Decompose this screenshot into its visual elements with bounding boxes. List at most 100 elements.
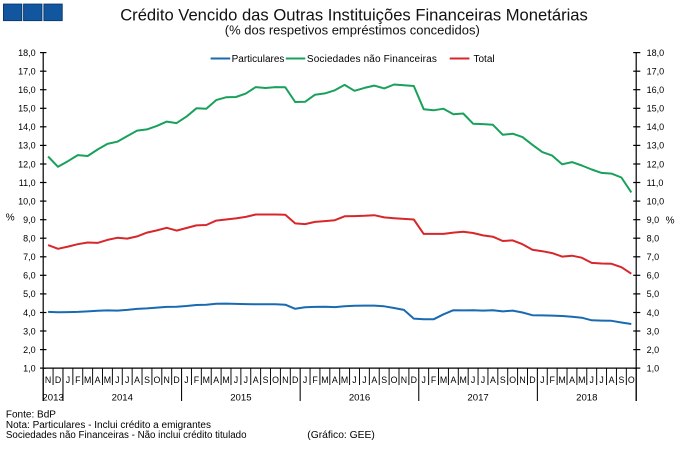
svg-text:F: F <box>431 375 437 385</box>
svg-text:J: J <box>481 375 485 385</box>
svg-text:4,0: 4,0 <box>647 308 660 318</box>
svg-text:F: F <box>75 375 81 385</box>
svg-text:S: S <box>381 375 387 385</box>
svg-text:J: J <box>184 375 188 385</box>
svg-text:Nota: Particulares - Inclui cr: Nota: Particulares - Inclui crédito a em… <box>6 420 211 431</box>
svg-text:10,0: 10,0 <box>647 196 665 206</box>
svg-text:A: A <box>450 375 456 385</box>
svg-text:16,0: 16,0 <box>18 85 36 95</box>
svg-text:18,0: 18,0 <box>647 48 665 58</box>
svg-text:A: A <box>371 375 377 385</box>
svg-text:(Gráfico: GEE): (Gráfico: GEE) <box>307 430 375 441</box>
svg-text:J: J <box>599 375 603 385</box>
svg-text:8,0: 8,0 <box>647 234 660 244</box>
svg-text:10,0: 10,0 <box>18 196 36 206</box>
svg-text:13,0: 13,0 <box>647 141 665 151</box>
svg-text:M: M <box>203 375 210 385</box>
svg-text:J: J <box>471 375 475 385</box>
svg-text:N: N <box>401 375 407 385</box>
svg-text:N: N <box>45 375 51 385</box>
svg-text:M: M <box>578 375 585 385</box>
svg-text:5,0: 5,0 <box>23 289 36 299</box>
svg-text:17,0: 17,0 <box>647 67 665 77</box>
svg-text:J: J <box>540 375 544 385</box>
svg-text:O: O <box>391 375 398 385</box>
svg-text:S: S <box>618 375 624 385</box>
svg-text:12,0: 12,0 <box>18 159 36 169</box>
svg-text:S: S <box>263 375 269 385</box>
svg-text:14,0: 14,0 <box>647 122 665 132</box>
svg-text:J: J <box>234 375 238 385</box>
svg-text:D: D <box>411 375 417 385</box>
svg-text:M: M <box>558 375 565 385</box>
svg-text:12,0: 12,0 <box>647 159 665 169</box>
svg-text:2018: 2018 <box>576 392 597 403</box>
svg-text:Total: Total <box>474 54 495 65</box>
svg-text:F: F <box>312 375 318 385</box>
svg-text:M: M <box>341 375 348 385</box>
svg-text:3,0: 3,0 <box>647 326 660 336</box>
svg-text:14,0: 14,0 <box>18 122 36 132</box>
svg-text:J: J <box>244 375 248 385</box>
svg-text:J: J <box>362 375 366 385</box>
svg-text:O: O <box>272 375 279 385</box>
svg-text:7,0: 7,0 <box>23 252 36 262</box>
svg-text:J: J <box>303 375 307 385</box>
svg-text:2016: 2016 <box>349 392 370 403</box>
svg-text:7,0: 7,0 <box>647 252 660 262</box>
svg-text:M: M <box>321 375 328 385</box>
svg-text:3,0: 3,0 <box>23 326 36 336</box>
svg-text:2015: 2015 <box>230 392 251 403</box>
svg-text:13,0: 13,0 <box>18 141 36 151</box>
svg-text:9,0: 9,0 <box>23 215 36 225</box>
svg-text:16,0: 16,0 <box>647 85 665 95</box>
svg-text:J: J <box>125 375 129 385</box>
svg-text:%: % <box>666 215 675 226</box>
svg-text:15,0: 15,0 <box>647 104 665 114</box>
svg-text:1,0: 1,0 <box>647 363 660 373</box>
svg-text:11,0: 11,0 <box>647 178 664 188</box>
svg-text:Sociedades não Financeiras - N: Sociedades não Financeiras - Não inclui … <box>6 430 247 441</box>
svg-text:M: M <box>460 375 467 385</box>
svg-text:11,0: 11,0 <box>19 178 36 188</box>
svg-text:N: N <box>519 375 525 385</box>
svg-text:D: D <box>292 375 298 385</box>
svg-text:Crédito Vencido das Outras Ins: Crédito Vencido das Outras Instituições … <box>120 6 588 25</box>
svg-text:%: % <box>6 213 15 224</box>
svg-text:9,0: 9,0 <box>647 215 660 225</box>
svg-text:M: M <box>222 375 229 385</box>
svg-text:2,0: 2,0 <box>647 345 660 355</box>
svg-text:A: A <box>253 375 259 385</box>
svg-text:M: M <box>84 375 91 385</box>
svg-text:2017: 2017 <box>467 392 488 403</box>
svg-text:15,0: 15,0 <box>18 104 36 114</box>
svg-text:1,0: 1,0 <box>23 363 36 373</box>
svg-text:6,0: 6,0 <box>647 271 660 281</box>
svg-text:F: F <box>194 375 200 385</box>
svg-text:M: M <box>440 375 447 385</box>
svg-text:A: A <box>490 375 496 385</box>
svg-text:8,0: 8,0 <box>23 234 36 244</box>
svg-text:18,0: 18,0 <box>18 48 36 58</box>
svg-text:2013: 2013 <box>42 392 63 403</box>
svg-text:5,0: 5,0 <box>647 289 660 299</box>
svg-text:S: S <box>144 375 150 385</box>
svg-text:O: O <box>628 375 635 385</box>
svg-text:2,0: 2,0 <box>23 345 36 355</box>
svg-text:D: D <box>173 375 179 385</box>
svg-text:2014: 2014 <box>112 392 134 403</box>
svg-text:S: S <box>500 375 506 385</box>
svg-text:A: A <box>95 375 101 385</box>
svg-text:A: A <box>134 375 140 385</box>
svg-text:D: D <box>529 375 535 385</box>
svg-text:D: D <box>55 375 61 385</box>
svg-text:J: J <box>66 375 70 385</box>
svg-text:O: O <box>509 375 516 385</box>
svg-text:A: A <box>609 375 615 385</box>
svg-text:Sociedades não Financeiras: Sociedades não Financeiras <box>307 54 437 65</box>
svg-text:A: A <box>569 375 575 385</box>
svg-text:4,0: 4,0 <box>23 308 36 318</box>
svg-text:F: F <box>550 375 556 385</box>
svg-text:J: J <box>589 375 593 385</box>
svg-text:J: J <box>115 375 119 385</box>
